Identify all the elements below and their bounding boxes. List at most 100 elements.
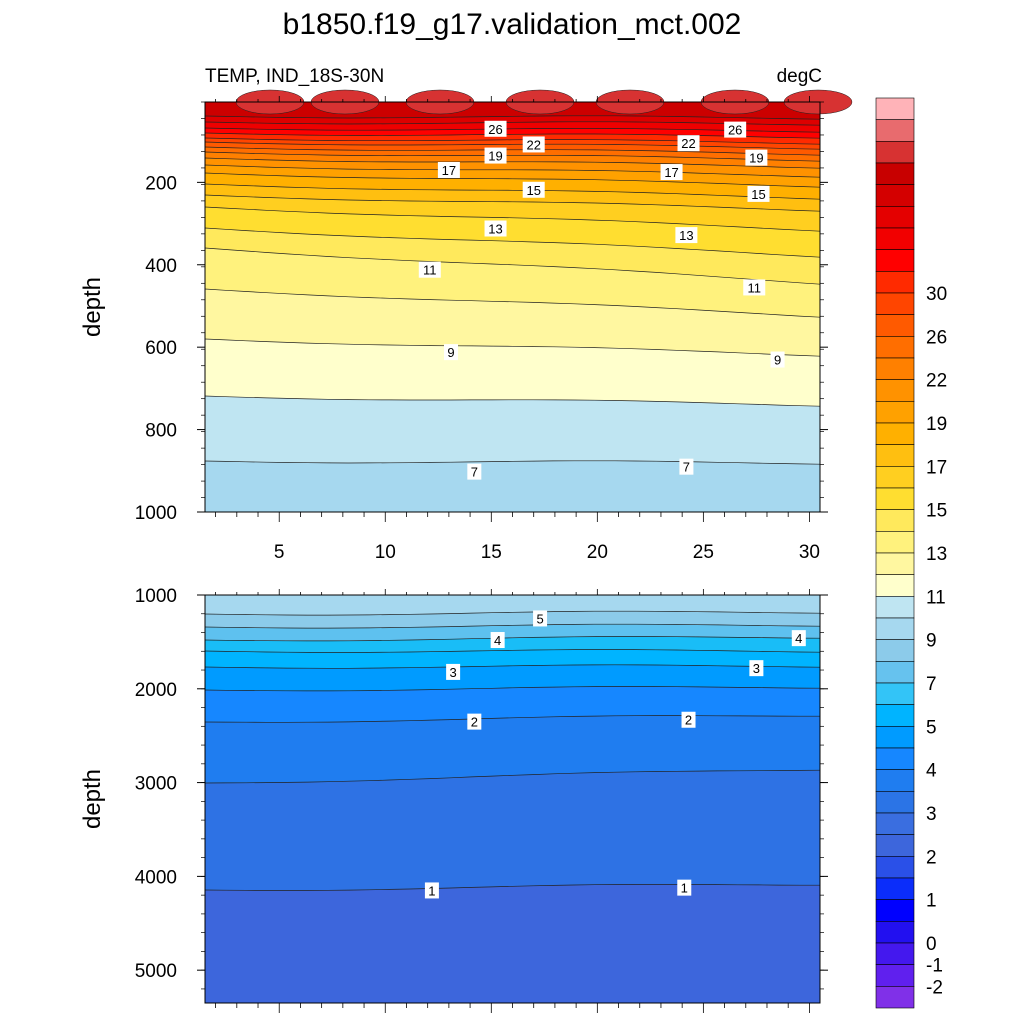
contour-line — [204, 649, 821, 653]
colorbar-label: 11 — [926, 587, 946, 608]
colorbar-cell — [875, 119, 915, 142]
chart-title: b1850.f19_g17.validation_mct.002 — [283, 8, 742, 41]
colorbar-cell — [875, 899, 915, 922]
colorbar-cell — [875, 986, 915, 1009]
contour-label: 17 — [664, 165, 678, 180]
colorbar-cell — [875, 921, 915, 944]
contour-label: 26 — [728, 123, 742, 138]
lower-color-bands — [205, 595, 820, 1003]
y-tick-label: 600 — [145, 338, 177, 359]
y-tick-label: 5000 — [135, 961, 177, 982]
colorbar-cell — [875, 791, 915, 814]
colorbar-cell — [875, 747, 915, 770]
upper-depth-panel: 26 26 22 22 19 19 17 17 15 15 13 13 11 11 9 9 7 7 200 400 6… — [79, 89, 853, 563]
x-tick-label: 15 — [481, 542, 502, 563]
contour-label-box — [533, 610, 548, 627]
colorbar-cell — [875, 531, 915, 554]
contour-label-box — [745, 149, 768, 166]
contour-label-box — [467, 713, 482, 730]
y-tick-label: 2000 — [135, 680, 177, 701]
upper-contour-lines — [204, 115, 821, 465]
contour-line — [204, 610, 821, 616]
lower-depth-panel: 5 4 4 3 3 2 2 1 1 1000 2000 3000 4000 5000 depth — [79, 586, 828, 1013]
colorbar-cell — [875, 292, 915, 315]
contour-label: 19 — [488, 149, 502, 164]
contour-label: 13 — [679, 228, 693, 243]
contour-line — [204, 164, 821, 178]
colorbar-cell — [875, 617, 915, 640]
contour-label: 17 — [442, 163, 456, 178]
contour-line — [204, 183, 821, 200]
colorbar-cell — [875, 444, 915, 467]
x-tick-label: 30 — [799, 542, 820, 563]
contour-label-box — [484, 147, 507, 164]
colorbar-label: 2 — [926, 847, 937, 868]
contour-label: 26 — [488, 122, 502, 137]
contour-label: 1 — [681, 881, 688, 896]
contour-line — [204, 146, 821, 156]
y-tick-label: 800 — [145, 421, 177, 442]
colorbar-label: 17 — [926, 457, 947, 478]
colorbar-cell — [875, 682, 915, 705]
variable-region-label: TEMP, IND_18S-30N — [205, 66, 384, 87]
contour-line — [204, 338, 821, 357]
colorbar-cell — [875, 834, 915, 857]
contour-label: 2 — [471, 715, 478, 730]
y-tick-label: 1000 — [135, 586, 177, 607]
contour-line — [204, 884, 820, 891]
colorbar-cell — [875, 574, 915, 597]
colorbar-cell — [875, 271, 915, 294]
contour-line — [204, 288, 821, 318]
contour-label-box — [743, 279, 766, 296]
colorbar-label: 19 — [926, 414, 947, 435]
colorbar-cell — [875, 856, 915, 879]
contour-label: 13 — [488, 222, 502, 237]
colorbar-cell — [875, 704, 915, 727]
colorbar-cell — [875, 206, 915, 229]
contour-line — [204, 157, 821, 169]
contour-line — [204, 715, 820, 723]
colorbar-label: 22 — [926, 371, 947, 392]
colorbar-label: 4 — [926, 761, 937, 782]
contour-label-box — [444, 344, 458, 361]
contour-line — [204, 132, 821, 139]
contour-label: 2 — [685, 713, 692, 728]
contour-label-box — [749, 660, 764, 677]
lower-axes: 1000 2000 3000 4000 5000 depth — [79, 586, 828, 1013]
contour-label-box — [724, 121, 747, 138]
contour-label-box — [418, 261, 441, 278]
contour-label-box — [679, 458, 694, 475]
contour-line — [204, 769, 821, 784]
colorbar-cell — [875, 184, 915, 207]
colorbar-cell — [875, 552, 915, 575]
colorbar-label: 26 — [926, 327, 947, 348]
y-tick-label: 200 — [145, 173, 177, 194]
x-tick-label: 10 — [375, 542, 396, 563]
contour-label-box — [770, 351, 785, 368]
contour-label-box — [677, 879, 692, 896]
colorbar-label: 5 — [926, 717, 937, 738]
colorbar-cell — [875, 97, 915, 120]
colorbar-cell — [875, 314, 915, 337]
contour-label: 5 — [536, 611, 543, 626]
contour-label-box — [424, 882, 439, 899]
colorbar-cell — [875, 769, 915, 792]
colorbar-label: -1 — [926, 956, 943, 977]
contour-label: 19 — [749, 151, 763, 166]
contour-label: 22 — [681, 136, 695, 151]
contour-line — [204, 141, 821, 150]
colorbar-label: 1 — [926, 891, 937, 912]
contour-label-box — [675, 227, 698, 244]
y-axis-label: depth — [79, 277, 106, 337]
contour-line — [204, 623, 821, 629]
colorbar: -2-10 1 2 3 4 5 7 9 11 13 15 17 19 22 26 30 — [875, 97, 947, 1009]
colorbar-cell — [875, 812, 915, 835]
contour-label: 11 — [748, 280, 762, 295]
contour-label-box — [484, 220, 507, 237]
contour-label: 11 — [423, 263, 437, 278]
contour-label: 7 — [471, 465, 478, 480]
contour-label-box — [522, 181, 545, 198]
contour-label-box — [467, 463, 482, 480]
y-tick-label: 400 — [145, 256, 177, 277]
